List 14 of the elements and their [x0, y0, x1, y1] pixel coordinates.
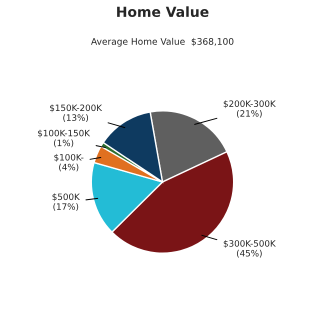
slice-label: $100K-150K: [38, 130, 90, 138]
slice-label: $100K-: [54, 154, 84, 162]
slice-label: $500K: [52, 193, 80, 202]
data-label: (17%): [53, 203, 78, 211]
data-label: (45%): [236, 250, 262, 258]
chart-subtitle: Average Home Value $368,100: [91, 38, 234, 47]
slice-label: $150K-200K: [50, 104, 102, 112]
data-label: (1%): [54, 139, 74, 148]
chart-title: Home Value: [117, 6, 208, 18]
data-label: (4%): [59, 164, 78, 172]
slice-label: $300K-500K: [224, 240, 276, 248]
data-label: (21%): [236, 110, 262, 118]
data-label: (13%): [63, 114, 88, 122]
slice-label: $200K-300K: [224, 100, 276, 108]
